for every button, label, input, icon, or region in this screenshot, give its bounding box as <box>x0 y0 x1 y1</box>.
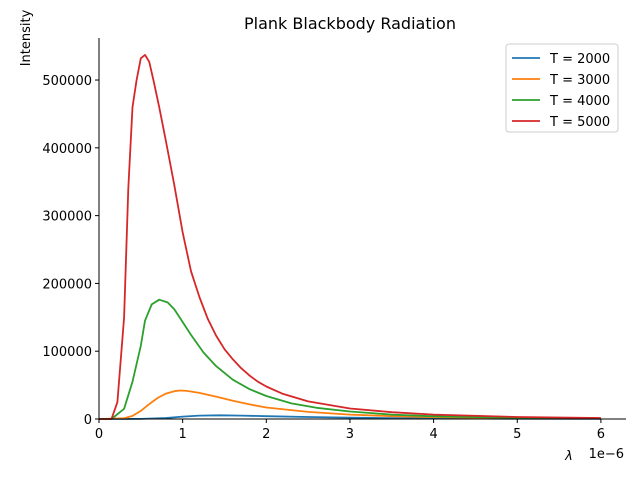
x-tick-label: 2 <box>262 427 270 442</box>
y-tick-label: 300000 <box>42 210 92 225</box>
series-line-0 <box>98 414 601 420</box>
plot-lines <box>98 54 601 420</box>
y-tick-label: 400000 <box>42 142 92 157</box>
y-tick-label: 500000 <box>42 74 92 89</box>
series-line-2 <box>99 298 601 420</box>
legend-label-2: T = 4000 <box>549 94 610 109</box>
y-tick-label: 100000 <box>42 345 92 360</box>
legend: T = 2000 T = 3000 T = 4000 T = 5000 <box>505 43 619 133</box>
legend-label-3: T = 5000 <box>549 115 610 130</box>
x-tick-label: 6 <box>597 427 605 442</box>
series-line-1 <box>98 389 601 420</box>
legend-label-1: T = 3000 <box>549 73 610 88</box>
y-axis-label: Intensity <box>19 9 34 66</box>
x-tick-label: 0 <box>95 427 103 442</box>
x-ticks: 0 1 2 3 4 5 6 <box>95 419 605 442</box>
x-tick-label: 3 <box>346 427 354 442</box>
legend-label-0: T = 2000 <box>549 52 610 67</box>
x-tick-label: 1 <box>179 427 187 442</box>
x-tick-label: 4 <box>429 427 437 442</box>
x-axis-label: λ <box>564 449 573 464</box>
y-tick-label: 200000 <box>42 277 92 292</box>
axes <box>98 38 626 420</box>
y-tick-label: 0 <box>84 413 92 428</box>
x-axis-offset-label: 1e−6 <box>589 447 624 462</box>
x-tick-label: 5 <box>513 427 521 442</box>
y-ticks: 0 100000 200000 300000 400000 500000 <box>42 74 99 428</box>
series-line-3 <box>99 54 601 420</box>
chart-title: Plank Blackbody Radiation <box>244 14 456 33</box>
legend-box <box>505 43 619 133</box>
